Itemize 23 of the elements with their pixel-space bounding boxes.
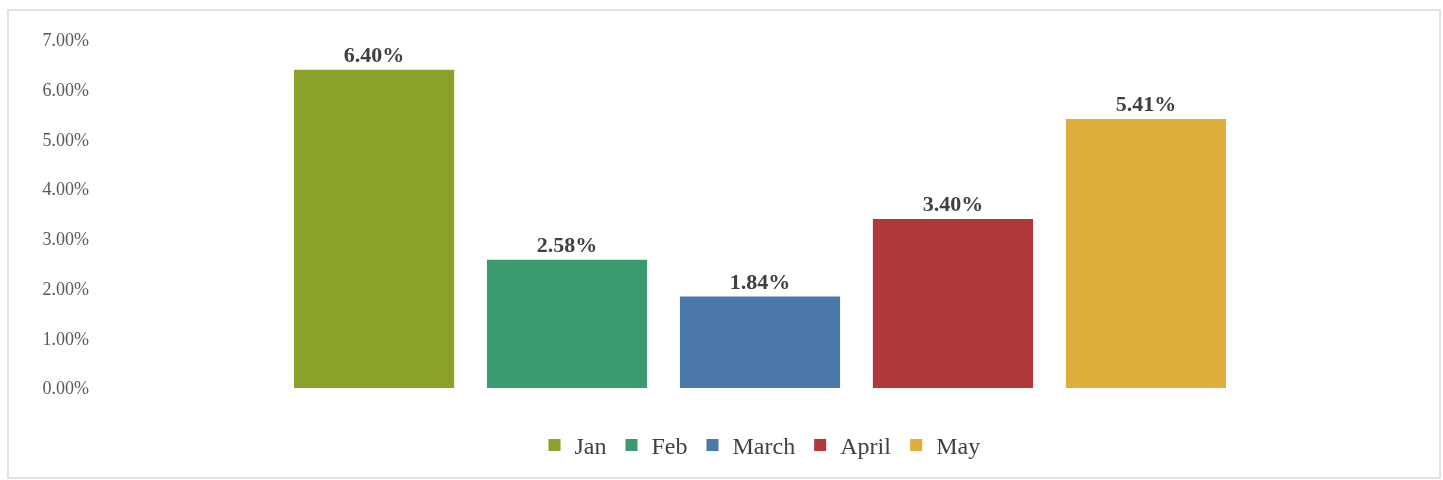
data-label: 5.41% [1115,91,1177,117]
y-tick-label: 4.00% [42,179,89,200]
y-tick-label: 3.00% [42,229,89,250]
y-tick-label: 0.00% [42,378,89,399]
bar [294,69,455,388]
y-tick-label: 5.00% [42,129,89,150]
bar [872,218,1034,388]
y-tick-label: 1.00% [42,328,89,349]
data-label: 3.40% [922,190,984,216]
bar [1065,119,1226,388]
legend-label: April [840,433,892,460]
data-label: 6.40% [343,41,405,67]
y-tick-label: 2.00% [42,278,89,299]
bar [679,296,841,388]
bar [486,259,648,388]
data-label: 1.84% [729,268,791,294]
y-tick-label: 7.00% [42,30,89,51]
y-tick-label: 6.00% [42,80,89,101]
legend-label: Feb [651,433,688,460]
legend-label: Jan [574,433,607,460]
data-label: 2.58% [536,231,598,257]
legend-label: March [732,433,796,460]
legend-label: May [936,433,981,460]
